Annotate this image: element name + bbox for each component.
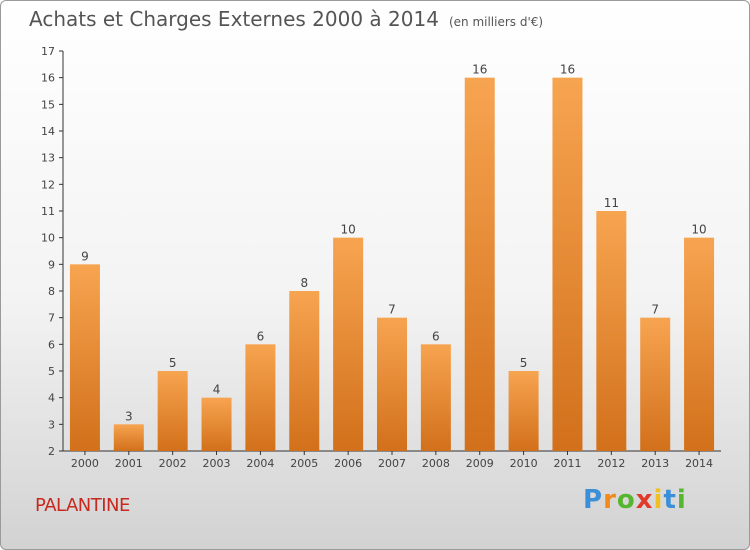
data-label: 10 bbox=[691, 223, 706, 237]
bar bbox=[420, 344, 451, 451]
bar bbox=[640, 317, 671, 451]
x-tick-label: 2007 bbox=[378, 457, 406, 470]
x-tick-label: 2000 bbox=[71, 457, 99, 470]
bar bbox=[552, 77, 583, 452]
logo-letter: o bbox=[616, 485, 636, 515]
data-label: 5 bbox=[520, 356, 528, 370]
y-tick-label: 11 bbox=[41, 205, 55, 218]
logo-letter: t bbox=[663, 485, 677, 515]
x-tick-label: 2012 bbox=[597, 457, 625, 470]
proxiti-logo[interactable]: Proxiti bbox=[583, 485, 687, 515]
x-tick-label: 2002 bbox=[159, 457, 187, 470]
data-label: 3 bbox=[125, 409, 133, 423]
logo-letter: i bbox=[653, 485, 664, 515]
data-label: 7 bbox=[388, 303, 396, 317]
y-tick-label: 15 bbox=[41, 98, 55, 111]
data-label: 8 bbox=[300, 276, 308, 290]
y-tick-label: 5 bbox=[48, 365, 55, 378]
x-tick-label: 2014 bbox=[685, 457, 713, 470]
bar bbox=[245, 344, 276, 451]
bar bbox=[684, 237, 715, 451]
y-tick-label: 3 bbox=[48, 418, 55, 431]
bar bbox=[157, 371, 188, 451]
data-label: 9 bbox=[81, 249, 89, 263]
x-tick-label: 2010 bbox=[510, 457, 538, 470]
chart-title: Achats et Charges Externes 2000 à 2014 (e… bbox=[29, 7, 543, 31]
logo-letter: P bbox=[583, 485, 604, 515]
data-label: 7 bbox=[651, 303, 659, 317]
y-axis: 2 3 4 5 6 7 8 9 10 11 12 13 14 15 16 17 bbox=[41, 45, 64, 458]
y-tick-label: 4 bbox=[48, 392, 55, 405]
data-label: 16 bbox=[472, 63, 487, 77]
logo-letter: x bbox=[635, 485, 654, 515]
bar bbox=[464, 77, 495, 452]
bar bbox=[508, 371, 539, 451]
x-tick-label: 2004 bbox=[246, 457, 274, 470]
y-tick-label: 17 bbox=[41, 45, 55, 58]
y-tick-label: 8 bbox=[48, 285, 55, 298]
y-tick-label: 12 bbox=[41, 178, 55, 191]
bars bbox=[69, 77, 715, 452]
x-tick-label: 2005 bbox=[290, 457, 318, 470]
x-tick-label: 2003 bbox=[203, 457, 231, 470]
y-tick-label: 9 bbox=[48, 258, 55, 271]
commune-label: PALANTINE bbox=[35, 495, 130, 516]
bar bbox=[289, 291, 320, 451]
bar bbox=[596, 211, 627, 451]
bar bbox=[113, 424, 144, 451]
bar bbox=[201, 397, 232, 451]
data-label: 6 bbox=[257, 329, 265, 343]
y-tick-label: 14 bbox=[41, 125, 55, 138]
y-tick-label: 16 bbox=[41, 72, 55, 85]
logo-letter: r bbox=[603, 485, 617, 515]
data-label: 4 bbox=[213, 383, 221, 397]
x-tick-label: 2013 bbox=[641, 457, 669, 470]
data-label: 5 bbox=[169, 356, 177, 370]
chart-title-text: Achats et Charges Externes 2000 à 2014 bbox=[29, 7, 439, 31]
y-tick-label: 13 bbox=[41, 152, 55, 165]
x-tick-label: 2008 bbox=[422, 457, 450, 470]
x-tick-label: 2006 bbox=[334, 457, 362, 470]
x-tick-label: 2001 bbox=[115, 457, 143, 470]
chart-subtitle: (en milliers d'€) bbox=[448, 15, 544, 29]
y-tick-label: 10 bbox=[41, 232, 55, 245]
y-tick-label: 2 bbox=[48, 445, 55, 458]
x-tick-label: 2009 bbox=[466, 457, 494, 470]
x-tick-label: 2011 bbox=[553, 457, 581, 470]
data-label: 11 bbox=[604, 196, 619, 210]
y-tick-label: 7 bbox=[48, 312, 55, 325]
y-tick-label: 6 bbox=[48, 338, 55, 351]
bar bbox=[333, 237, 364, 451]
bar bbox=[377, 317, 407, 451]
data-label: 16 bbox=[560, 63, 575, 77]
data-label: 6 bbox=[432, 329, 440, 343]
data-labels: 9 3 5 4 6 8 10 7 6 16 5 16 11 7 10 bbox=[81, 63, 707, 424]
x-axis: 2000 2001 2002 2003 2004 2005 2006 2007 2008 2009… bbox=[63, 450, 721, 470]
data-label: 10 bbox=[340, 223, 355, 237]
logo-letter: i bbox=[676, 485, 687, 515]
bar bbox=[69, 264, 100, 451]
